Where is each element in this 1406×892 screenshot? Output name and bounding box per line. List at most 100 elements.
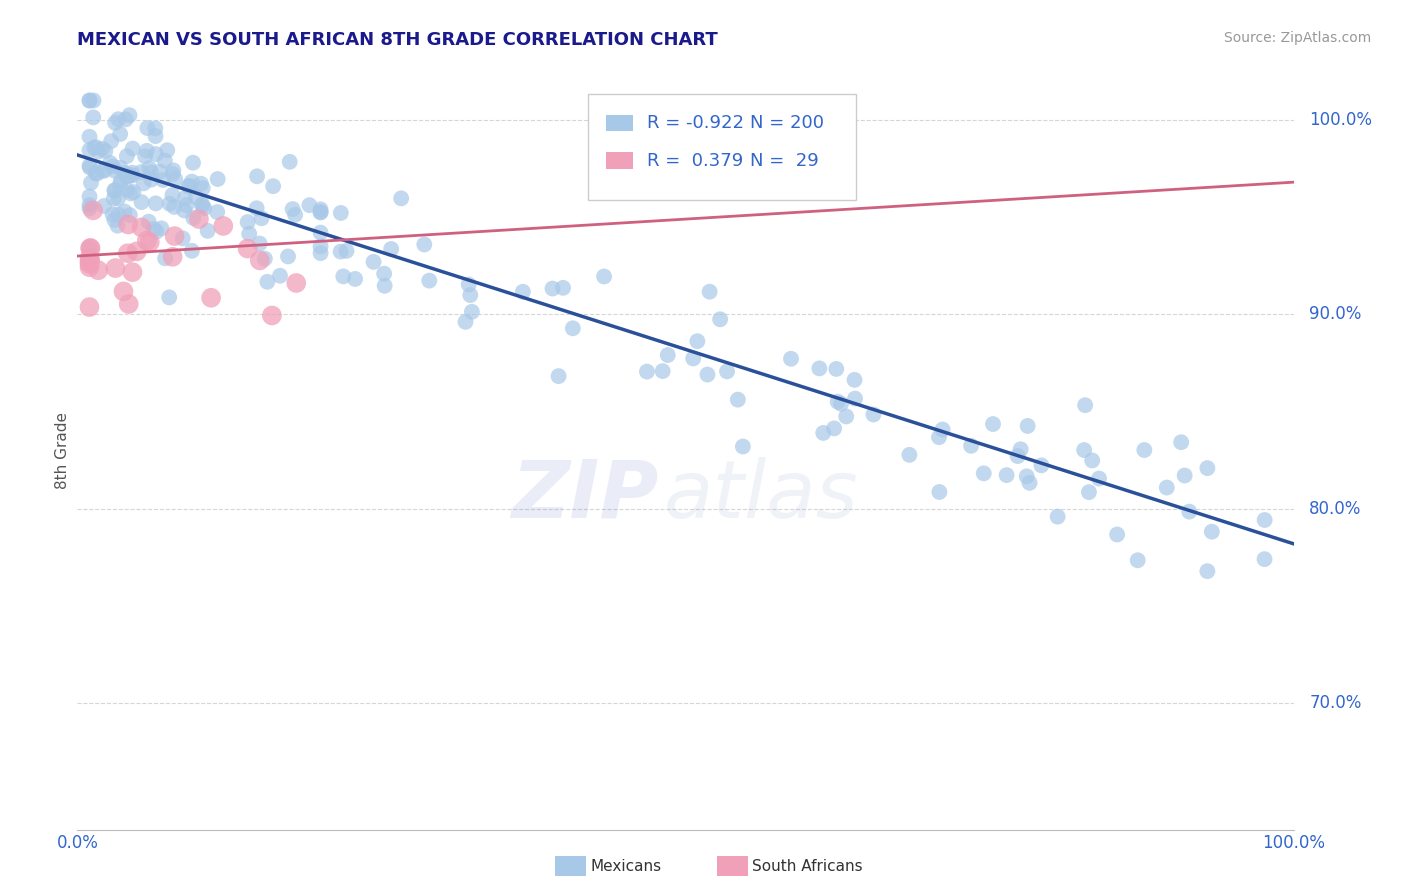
Point (91, 142, 114, 156)
Point (1253, 552, 1275, 566)
Point (107, 112, 129, 127)
Point (84, 140, 107, 154)
Point (112, 285, 135, 299)
Point (79, 189, 101, 203)
Point (309, 205, 332, 219)
Point (86, 167, 108, 181)
Point (238, 227, 260, 241)
Point (87, 145, 110, 159)
Point (183, 211, 205, 225)
Point (91, 163, 114, 178)
Point (132, 177, 155, 191)
Point (184, 190, 207, 204)
Point (114, 204, 136, 219)
Point (156, 143, 179, 157)
Point (458, 288, 481, 302)
Point (162, 250, 184, 264)
Point (363, 255, 385, 269)
Text: R =  0.379: R = 0.379 (647, 152, 742, 169)
Point (145, 129, 167, 144)
Y-axis label: 8th Grade: 8th Grade (55, 412, 70, 489)
Point (207, 172, 229, 186)
Point (110, 161, 132, 175)
Point (1073, 443, 1095, 458)
Point (928, 485, 950, 500)
Text: ZIP: ZIP (512, 457, 658, 535)
Point (121, 166, 143, 180)
Point (200, 291, 222, 305)
Point (191, 199, 214, 213)
Point (104, 184, 127, 198)
Point (197, 224, 219, 238)
Point (131, 195, 153, 210)
Point (1170, 435, 1192, 450)
Point (332, 269, 354, 284)
Text: atlas: atlas (664, 457, 858, 535)
Point (844, 392, 866, 406)
Point (145, 196, 167, 211)
Point (114, 166, 136, 180)
Point (162, 163, 184, 178)
Point (249, 253, 271, 268)
Point (236, 242, 259, 256)
Point (143, 222, 166, 236)
Point (163, 200, 186, 214)
Point (117, 218, 139, 232)
Text: South Africans: South Africans (752, 859, 863, 873)
Point (79, 159, 101, 173)
Point (278, 154, 301, 169)
Point (79, 300, 101, 314)
Text: Mexicans: Mexicans (591, 859, 662, 873)
Point (309, 246, 332, 260)
Point (83, 140, 105, 154)
Point (79, 143, 101, 157)
Point (844, 373, 866, 387)
Point (1081, 453, 1104, 467)
Point (825, 362, 848, 376)
Point (682, 351, 704, 366)
Point (136, 121, 159, 136)
Point (80, 176, 103, 190)
Point (101, 207, 124, 221)
Point (1253, 513, 1275, 527)
Point (157, 290, 180, 304)
Text: 70.0%: 70.0% (1309, 694, 1361, 712)
Point (309, 239, 332, 253)
Point (335, 244, 357, 258)
Point (79, 129, 101, 144)
Point (115, 169, 138, 184)
Point (1074, 398, 1097, 412)
Text: 80.0%: 80.0% (1309, 500, 1361, 517)
Text: N = 200: N = 200 (749, 114, 824, 132)
Point (110, 174, 132, 188)
Point (709, 312, 731, 326)
Point (813, 425, 835, 440)
Point (1015, 469, 1038, 483)
Point (457, 277, 479, 292)
Point (138, 215, 160, 229)
Point (284, 208, 307, 222)
Point (118, 208, 141, 222)
Point (107, 207, 129, 221)
Text: R = -0.922: R = -0.922 (647, 114, 744, 132)
Point (104, 261, 127, 276)
Point (823, 421, 845, 435)
Point (94, 144, 117, 158)
Point (973, 467, 995, 481)
Point (87, 263, 110, 277)
Point (141, 172, 163, 186)
Point (115, 183, 138, 197)
Point (179, 178, 201, 193)
Point (1088, 471, 1111, 485)
Point (121, 265, 143, 279)
Point (107, 219, 129, 233)
Point (547, 369, 569, 384)
Point (153, 153, 176, 168)
Point (120, 168, 142, 182)
Point (139, 165, 162, 179)
Point (131, 220, 153, 235)
Point (79, 241, 101, 255)
Point (1010, 442, 1032, 457)
Bar (588, 95, 856, 201)
Point (108, 178, 131, 192)
